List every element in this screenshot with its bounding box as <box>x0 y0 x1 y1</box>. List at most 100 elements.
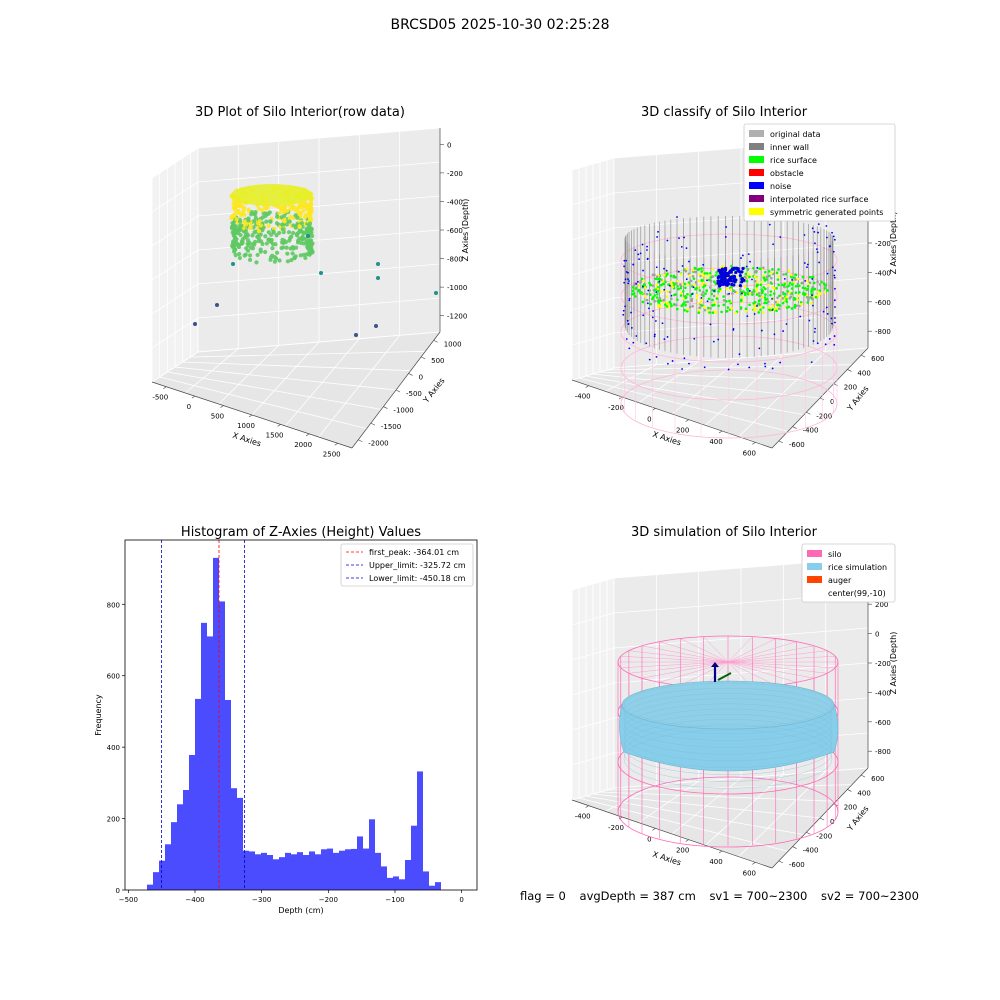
histogram-bar <box>315 854 321 890</box>
y-tick-label: -2000 <box>368 440 388 448</box>
noise-point <box>663 338 666 341</box>
classified-point <box>785 297 788 301</box>
histogram-bar <box>363 848 369 890</box>
classified-point <box>667 303 670 306</box>
classified-point <box>774 300 778 304</box>
raw-point <box>239 211 245 216</box>
grid-line <box>613 767 869 789</box>
classified-point <box>708 311 711 314</box>
y-tick <box>383 406 388 409</box>
raw-point <box>252 239 258 245</box>
legend-label: rice simulation <box>828 563 887 572</box>
noise-point <box>771 367 774 370</box>
legend-label: symmetric generated points <box>770 208 883 217</box>
z-tick-label: -600 <box>875 299 891 307</box>
raw-point <box>309 226 314 231</box>
simulation-3d-plot: 3D simulation of Silo Interior -400 -200 0 2… <box>571 525 898 877</box>
noise-point <box>732 329 735 331</box>
classified-point <box>797 284 801 288</box>
avg-depth-readout: avgDepth = 387 cm <box>579 889 696 903</box>
noise-point <box>692 286 695 289</box>
classified-point <box>748 275 751 279</box>
noise-point <box>716 276 720 280</box>
classified-point <box>717 290 720 293</box>
noise-point <box>812 304 814 307</box>
grid-line <box>571 157 615 171</box>
classified-point <box>713 280 716 284</box>
histogram-bar <box>177 804 183 890</box>
classified-point <box>807 298 810 302</box>
classified-point <box>781 296 785 300</box>
raw-point <box>265 205 270 210</box>
noise-point <box>833 276 836 279</box>
silo-roof-spoke <box>727 638 776 663</box>
classified-point <box>645 292 649 296</box>
z-tick-label: -200 <box>447 170 463 178</box>
noise-point <box>833 335 836 337</box>
sv1-readout: sv1 = 700~2300 <box>709 889 808 903</box>
x-tick <box>618 396 623 400</box>
classified-point <box>649 302 652 306</box>
histogram-bar <box>237 797 243 890</box>
classified-point <box>753 279 757 283</box>
classified-point <box>766 284 770 287</box>
classified-point <box>713 303 716 307</box>
x-axis-label: Depth (cm) <box>278 906 323 915</box>
classified-point <box>806 287 810 291</box>
histogram-bar <box>417 771 423 890</box>
noise-point <box>832 250 835 253</box>
noise-point <box>645 342 648 345</box>
noise-point <box>648 307 650 310</box>
classified-point <box>685 267 689 271</box>
y-tick-label: 200 <box>844 384 857 392</box>
noise-point <box>803 262 806 264</box>
classified-point <box>730 307 733 310</box>
classified-point <box>759 305 763 309</box>
flag-readout: flag = 0 <box>520 889 566 903</box>
noise-point <box>676 216 678 218</box>
raw-point <box>239 239 244 244</box>
y-axis-label: Y Axies <box>421 376 447 405</box>
classified-point <box>822 282 826 285</box>
histogram-legend: first_peak: -364.01 cm Upper_limit: -325.… <box>340 543 474 587</box>
classified-point <box>771 268 774 271</box>
classified-point <box>756 280 759 284</box>
noise-point <box>720 280 724 284</box>
raw-point <box>305 246 311 251</box>
classified-point <box>767 270 771 273</box>
noise-point <box>746 315 749 318</box>
raw-point <box>299 210 304 215</box>
y-tick-label: 0 <box>830 398 834 406</box>
raw-point <box>310 250 315 255</box>
noise-point <box>652 310 655 312</box>
noise-point <box>702 263 705 266</box>
classified-point <box>745 279 749 283</box>
classified-point <box>764 287 767 291</box>
x-tick-label: -500 <box>152 394 168 402</box>
raw-point <box>266 223 271 229</box>
classified-point <box>683 295 687 298</box>
classified-point <box>734 311 738 315</box>
classified-point <box>761 306 765 309</box>
outlier-point <box>306 234 310 238</box>
noise-point <box>773 333 776 336</box>
x-tick-label: 0 <box>647 835 651 843</box>
raw-point <box>269 232 274 237</box>
classified-point <box>755 287 759 290</box>
classified-point <box>813 281 816 285</box>
classified-point <box>700 278 704 282</box>
noise-point <box>716 281 720 285</box>
noise-point <box>654 320 657 322</box>
classified-point <box>725 287 728 290</box>
classified-point <box>793 303 797 307</box>
classified-point <box>716 294 719 298</box>
classified-point <box>785 295 788 299</box>
classified-point <box>655 275 659 279</box>
classified-point <box>676 284 679 288</box>
histogram-bar <box>405 860 411 890</box>
classified-point <box>763 296 767 299</box>
noise-point <box>680 245 683 248</box>
y-tick <box>861 354 866 358</box>
histogram-bar <box>207 636 213 890</box>
noise-point <box>729 279 733 283</box>
